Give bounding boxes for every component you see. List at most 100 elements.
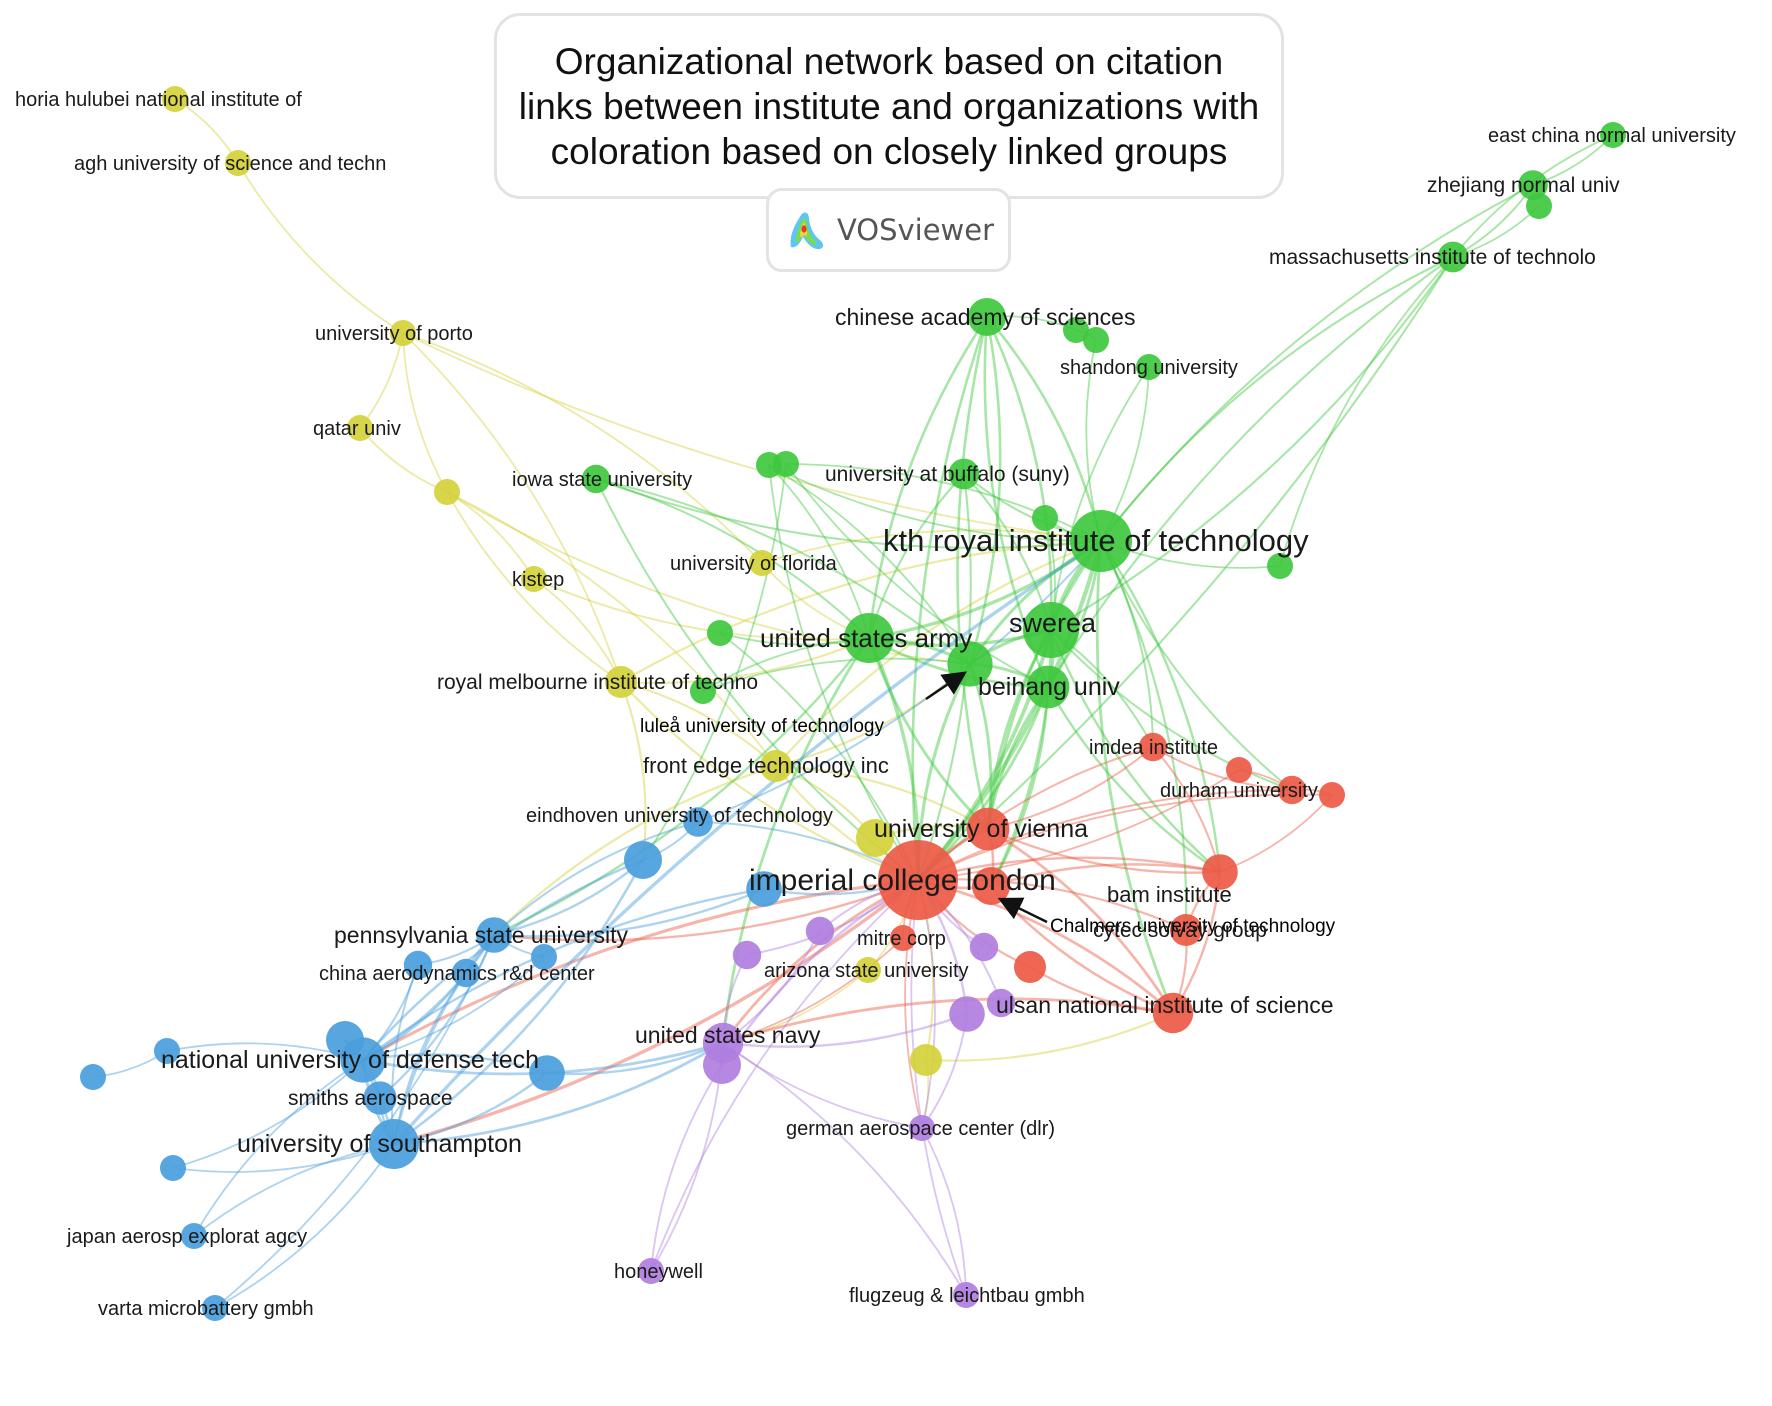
node-label-china_aero: china aerodynamics r&d center (319, 963, 595, 985)
node-china_aero[interactable] (451, 958, 481, 988)
edge-porto-qatar (359, 332, 404, 429)
edge-durham-imperial (917, 789, 1293, 881)
node-label-kth: kth royal institute of technology (883, 523, 1309, 558)
node-buffalo[interactable] (948, 458, 980, 490)
node-label-imdea: imdea institute (1089, 737, 1218, 759)
node-p_unl6[interactable] (986, 988, 1016, 1018)
node-b_unl7[interactable] (326, 1021, 364, 1059)
node-imdea[interactable] (1138, 732, 1168, 762)
node-southampton[interactable] (369, 1119, 419, 1169)
node-label-rmit: royal melbourne institute of techno (437, 671, 758, 694)
node-r_unl2[interactable] (1319, 782, 1345, 808)
node-p_unl2[interactable] (805, 916, 835, 946)
node-label-beihang: beihang univ (978, 673, 1120, 701)
node-ecnu[interactable] (1600, 122, 1626, 148)
node-chalmers[interactable] (972, 867, 1010, 905)
node-g_unl2[interactable] (1063, 317, 1089, 343)
edge-frontedge-kth (775, 539, 1102, 767)
node-arizona[interactable] (855, 957, 881, 983)
edge-southampton-kth (392, 539, 1102, 1146)
edge-imdea-durham (1152, 746, 1293, 791)
node-flugzeug[interactable] (953, 1282, 979, 1308)
node-p_unl1[interactable] (703, 1046, 741, 1084)
node-y_unl1[interactable] (434, 479, 460, 505)
node-p_unl3[interactable] (732, 940, 762, 970)
node-horia[interactable] (162, 86, 188, 112)
node-label-eindhoven: eindhoven university of technology (526, 805, 833, 827)
node-g_unl7[interactable] (1267, 553, 1293, 579)
node-r_unl3[interactable] (1014, 951, 1046, 983)
edge-g_unl8-imperial (719, 632, 919, 881)
node-bam[interactable] (1202, 854, 1238, 890)
node-kistep[interactable] (521, 566, 547, 592)
edge-usnavy-p_unl5 (722, 1012, 968, 1048)
node-label-florida: university of florida (670, 553, 838, 575)
node-qatar[interactable] (347, 415, 373, 441)
node-b_unl9[interactable] (160, 1155, 186, 1181)
node-r_unl1[interactable] (1226, 757, 1252, 783)
node-kth[interactable] (1070, 510, 1132, 572)
edge-g_unl4-lulea (768, 464, 971, 665)
node-p_unl4[interactable] (969, 932, 999, 962)
node-b_unl6[interactable] (154, 1038, 180, 1064)
node-label-dlr: german aerospace center (dlr) (786, 1118, 1055, 1140)
node-b_unl1[interactable] (624, 841, 662, 879)
node-y_unl3[interactable] (910, 1044, 942, 1076)
node-imperial[interactable] (878, 840, 958, 920)
node-honeywell[interactable] (638, 1258, 664, 1284)
edge-r_unl1-imperial (917, 769, 1240, 881)
vosviewer-logo-text: VOSviewer (836, 213, 995, 247)
node-vienna[interactable] (966, 807, 1010, 851)
node-label-kistep: kistep (512, 569, 564, 591)
node-florida[interactable] (749, 550, 775, 576)
node-g_unl5[interactable] (773, 451, 799, 477)
node-dlr[interactable] (909, 1115, 935, 1141)
node-swerea[interactable] (1023, 602, 1079, 658)
node-agh[interactable] (225, 150, 251, 176)
node-label-cytec: cytec solvay group (1093, 919, 1267, 942)
node-beihang[interactable] (1026, 665, 1070, 709)
node-usarmy[interactable] (844, 613, 894, 663)
node-mitre[interactable] (890, 925, 916, 951)
node-g_unl3[interactable] (1083, 327, 1109, 353)
node-label-cas: chinese academy of sciences (835, 304, 1135, 330)
node-jaxa[interactable] (181, 1223, 207, 1249)
node-shandong[interactable] (1136, 354, 1162, 380)
node-b_unl2[interactable] (746, 871, 782, 907)
edge-g_unl5-b_unl1 (642, 463, 787, 861)
node-mit[interactable] (1437, 241, 1469, 273)
edge-imperial-nudt (362, 878, 919, 1062)
node-smiths[interactable] (363, 1081, 397, 1115)
node-b_unl4[interactable] (531, 944, 557, 970)
node-cas[interactable] (968, 298, 1006, 336)
node-b_unl8[interactable] (529, 1055, 565, 1091)
node-cytec[interactable] (1170, 914, 1202, 946)
node-g_unl9[interactable] (690, 678, 716, 704)
node-frontedge[interactable] (760, 750, 792, 782)
node-g_unl6[interactable] (1032, 505, 1058, 531)
node-label-smiths: smiths aerospace (288, 1087, 453, 1110)
node-eindhoven[interactable] (683, 807, 713, 837)
node-y_unl2[interactable] (856, 819, 894, 857)
edge-beihang-chalmers (989, 686, 1050, 887)
node-g_unl1[interactable] (1526, 193, 1552, 219)
node-zhejiang[interactable] (1518, 170, 1548, 200)
edge-b_unl4-nudt (362, 956, 545, 1061)
node-b_unl5[interactable] (80, 1064, 106, 1090)
node-p_unl5[interactable] (949, 996, 985, 1032)
node-g_unl8[interactable] (707, 620, 733, 646)
edge-kth-cytec (1100, 540, 1188, 931)
node-rmit[interactable] (605, 666, 637, 698)
edge-kth-ulsan (1095, 540, 1175, 1014)
edge-kth-imperial (916, 540, 1104, 882)
node-porto[interactable] (390, 320, 416, 346)
node-iowa[interactable] (581, 464, 611, 494)
node-b_unl3[interactable] (403, 950, 433, 980)
edge-mit-beihang (1047, 256, 1454, 688)
vosviewer-logo: VOSviewer (766, 188, 1011, 272)
node-ulsan[interactable] (1152, 992, 1194, 1034)
node-durham[interactable] (1277, 775, 1307, 805)
node-pennstate[interactable] (476, 917, 512, 953)
node-varta[interactable] (202, 1295, 228, 1321)
edge-southampton-jaxa (193, 1143, 395, 1237)
